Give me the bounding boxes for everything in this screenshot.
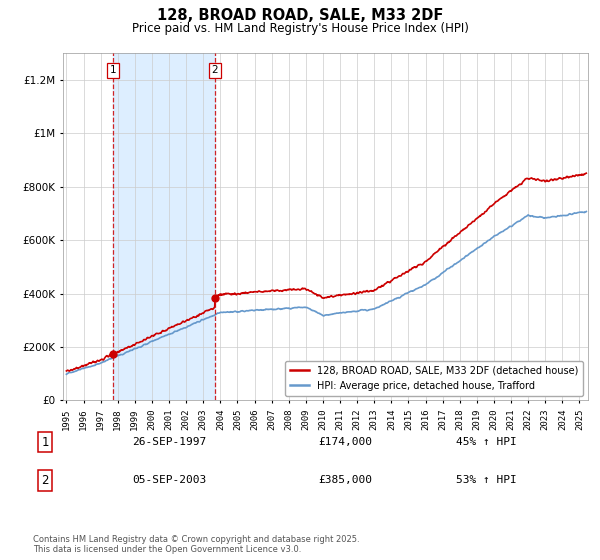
Text: 45% ↑ HPI: 45% ↑ HPI — [456, 437, 517, 447]
Text: 2: 2 — [41, 474, 49, 487]
Legend: 128, BROAD ROAD, SALE, M33 2DF (detached house), HPI: Average price, detached ho: 128, BROAD ROAD, SALE, M33 2DF (detached… — [285, 361, 583, 395]
Text: 53% ↑ HPI: 53% ↑ HPI — [456, 475, 517, 486]
Text: Contains HM Land Registry data © Crown copyright and database right 2025.
This d: Contains HM Land Registry data © Crown c… — [33, 535, 359, 554]
Text: £174,000: £174,000 — [318, 437, 372, 447]
Bar — [113, 53, 215, 400]
Text: 2: 2 — [212, 66, 218, 76]
Text: £385,000: £385,000 — [318, 475, 372, 486]
Text: 1: 1 — [110, 66, 116, 76]
Text: 26-SEP-1997: 26-SEP-1997 — [132, 437, 206, 447]
Text: 05-SEP-2003: 05-SEP-2003 — [132, 475, 206, 486]
Text: 128, BROAD ROAD, SALE, M33 2DF: 128, BROAD ROAD, SALE, M33 2DF — [157, 8, 443, 24]
Text: Price paid vs. HM Land Registry's House Price Index (HPI): Price paid vs. HM Land Registry's House … — [131, 22, 469, 35]
Text: 1: 1 — [41, 436, 49, 449]
